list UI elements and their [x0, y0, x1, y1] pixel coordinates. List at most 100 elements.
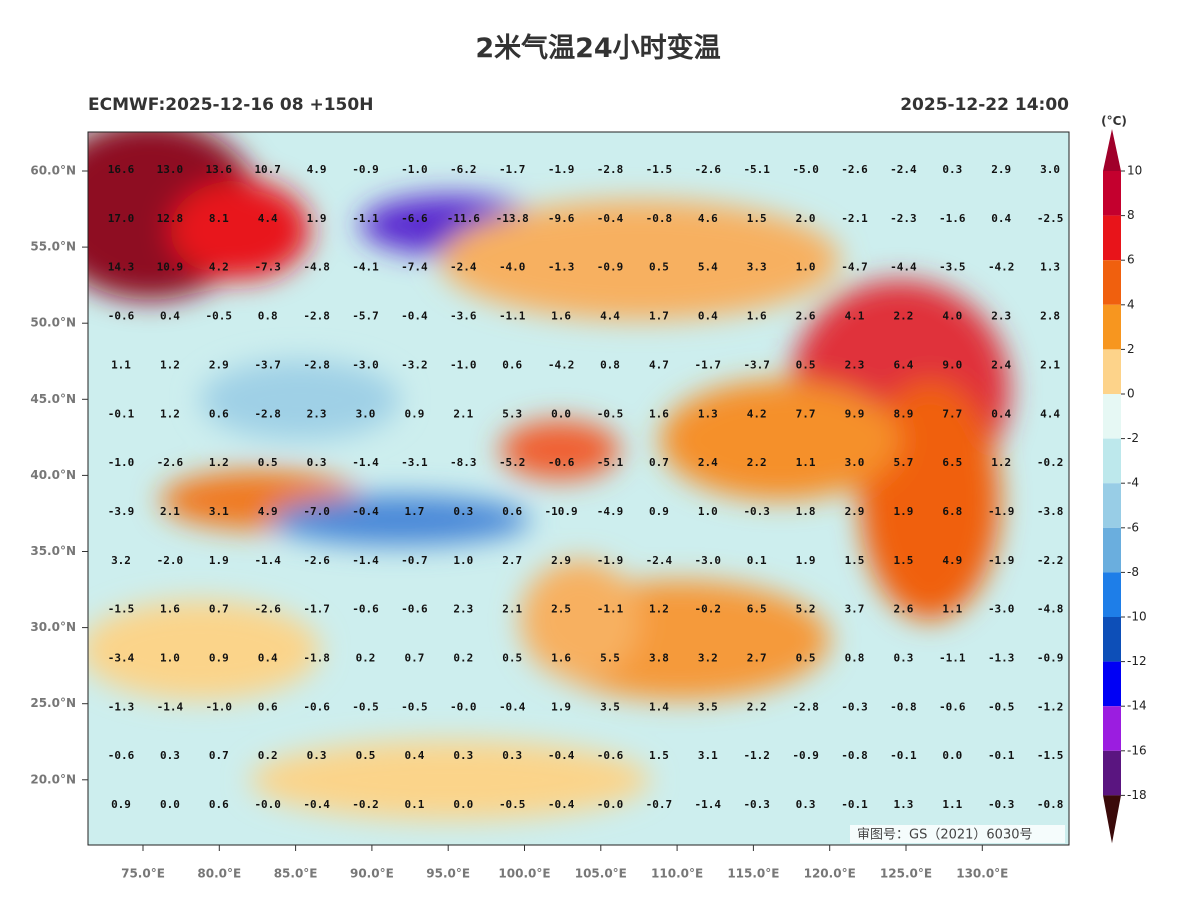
grid-value: -0.5	[352, 700, 379, 713]
grid-value: -3.1	[401, 456, 428, 469]
grid-value: 1.7	[649, 310, 669, 323]
grid-value: -0.4	[401, 310, 428, 323]
grid-value: 0.9	[404, 407, 424, 420]
grid-value: -1.0	[450, 358, 477, 371]
grid-value: 2.1	[453, 407, 473, 420]
grid-value: 1.6	[551, 310, 571, 323]
grid-value: -1.5	[108, 603, 135, 616]
grid-value: 0.6	[502, 505, 522, 518]
grid-value: 9.9	[845, 407, 865, 420]
grid-value: -0.4	[597, 212, 624, 225]
grid-value: 4.4	[258, 212, 278, 225]
grid-value: 1.9	[307, 212, 327, 225]
colorbar-box	[1103, 661, 1121, 707]
grid-value: 3.2	[111, 554, 131, 567]
grid-value: 4.4	[600, 310, 620, 323]
grid-value: 0.7	[209, 749, 229, 762]
grid-value: 2.3	[307, 407, 327, 420]
colorbar-box	[1103, 527, 1121, 573]
colorbar-box	[1103, 572, 1121, 617]
grid-value: -0.4	[548, 749, 575, 762]
grid-value: 0.1	[404, 798, 424, 811]
grid-value: -0.3	[743, 798, 770, 811]
grid-value: 1.1	[942, 603, 962, 616]
grid-value: -1.2	[743, 749, 770, 762]
grid-value: -13.8	[496, 212, 529, 225]
grid-value: -0.4	[548, 798, 575, 811]
grid-value: -0.8	[1037, 798, 1064, 811]
grid-value: -0.0	[597, 798, 624, 811]
grid-value: 3.5	[600, 700, 620, 713]
grid-value: 2.5	[551, 603, 571, 616]
temperature-field	[88, 132, 1069, 845]
colorbar-label: 4	[1127, 297, 1135, 311]
grid-value: 1.5	[893, 554, 913, 567]
grid-value: -0.3	[743, 505, 770, 518]
grid-value: 9.0	[942, 358, 962, 371]
grid-value: 2.9	[991, 163, 1011, 176]
grid-value: 0.4	[991, 407, 1011, 420]
grid-value: -0.2	[352, 798, 379, 811]
colorbar-box	[1103, 706, 1121, 751]
grid-value: -2.8	[303, 358, 330, 371]
grid-value: 10.7	[254, 163, 281, 176]
colorbar-label: -2	[1127, 431, 1139, 445]
grid-value: 0.2	[258, 749, 278, 762]
grid-value: -1.5	[646, 163, 673, 176]
colorbar-top	[1103, 129, 1121, 171]
grid-value: 2.2	[893, 310, 913, 323]
grid-value: 2.7	[502, 554, 522, 567]
grid-value: 1.5	[649, 749, 669, 762]
grid-value: -2.8	[254, 407, 281, 420]
grid-value: 1.2	[160, 407, 180, 420]
grid-value: -4.9	[597, 505, 624, 518]
grid-value: -2.5	[1037, 212, 1064, 225]
grid-value: 0.3	[453, 749, 473, 762]
grid-value: -2.2	[1037, 554, 1064, 567]
grid-value: 5.3	[502, 407, 522, 420]
grid-value: 0.3	[893, 652, 913, 665]
grid-value: 2.9	[209, 358, 229, 371]
grid-value: -3.0	[352, 358, 379, 371]
grid-value: -1.0	[108, 456, 135, 469]
grid-value: 17.0	[108, 212, 135, 225]
grid-value: -3.4	[108, 652, 135, 665]
grid-value: -0.8	[646, 212, 673, 225]
grid-value: -0.1	[890, 749, 917, 762]
grid-value: -1.4	[254, 554, 281, 567]
grid-value: -0.5	[499, 798, 526, 811]
grid-value: -2.6	[254, 603, 281, 616]
grid-value: -2.3	[890, 212, 917, 225]
grid-value: 0.9	[111, 798, 131, 811]
grid-value: -1.4	[352, 554, 379, 567]
grid-value: 4.9	[942, 554, 962, 567]
grid-value: 3.7	[845, 603, 865, 616]
lon-label: 120.0°E	[804, 867, 856, 881]
colorbar-label: -8	[1127, 565, 1139, 579]
grid-value: -0.5	[206, 310, 233, 323]
grid-value: -2.4	[450, 261, 477, 274]
grid-value: -0.2	[695, 603, 722, 616]
colorbar-box	[1103, 215, 1121, 261]
grid-value: -7.4	[401, 261, 428, 274]
colorbar-label: -18	[1127, 788, 1147, 802]
grid-value: 1.2	[991, 456, 1011, 469]
colorbar-box	[1103, 260, 1121, 305]
grid-value: 4.4	[1040, 407, 1060, 420]
grid-value: 0.5	[502, 652, 522, 665]
grid-value: -1.6	[939, 212, 966, 225]
grid-value: 0.8	[845, 652, 865, 665]
grid-value: -1.1	[939, 652, 966, 665]
grid-value: 1.1	[111, 358, 131, 371]
grid-value: 1.2	[209, 456, 229, 469]
grid-value: 1.5	[845, 554, 865, 567]
grid-value: 8.9	[893, 407, 913, 420]
grid-value: -2.1	[841, 212, 868, 225]
grid-value: 0.7	[649, 456, 669, 469]
grid-value: -0.4	[499, 700, 526, 713]
grid-value: 0.3	[942, 163, 962, 176]
grid-value: 1.6	[649, 407, 669, 420]
grid-value: -9.6	[548, 212, 575, 225]
grid-value: -4.8	[303, 261, 330, 274]
grid-value: -2.6	[157, 456, 184, 469]
